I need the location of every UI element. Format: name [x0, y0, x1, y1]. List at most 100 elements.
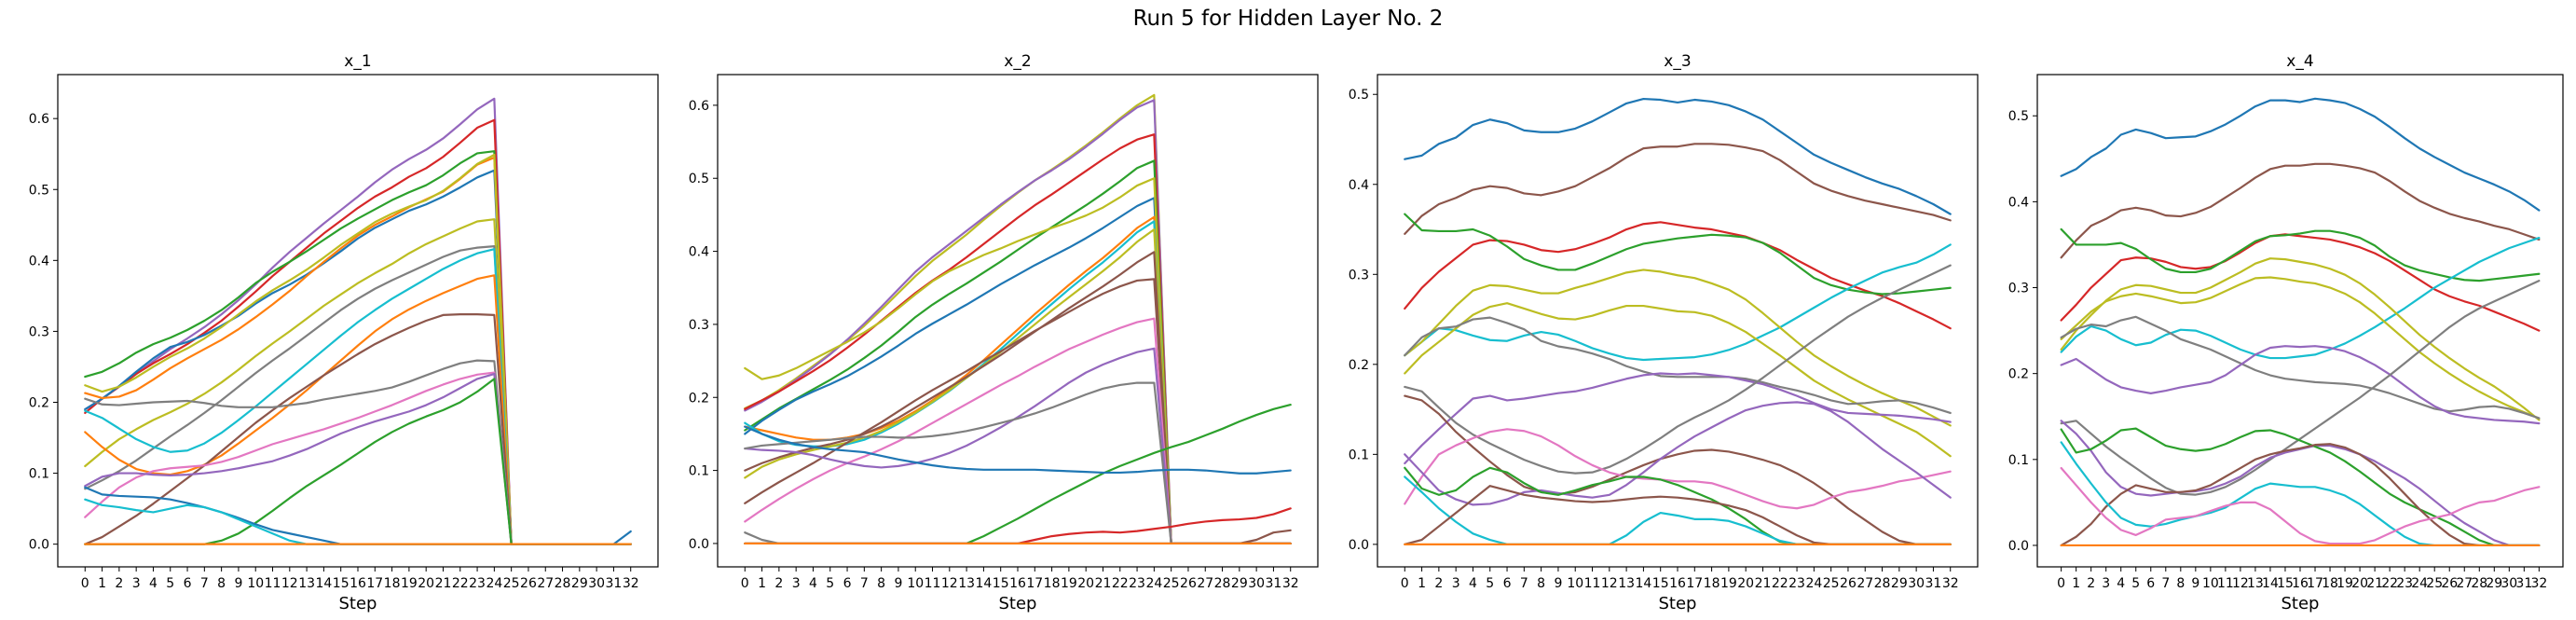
x-tick-label: 3: [2102, 576, 2110, 591]
series-line-4-7: [2060, 276, 2541, 420]
x-tick-label: 5: [2131, 576, 2140, 591]
x-tick-label: 13: [298, 576, 315, 591]
x-tick-label: 17: [366, 576, 383, 591]
subplot-title: x_2: [1004, 52, 1031, 71]
series-line-3-6: [1404, 269, 1952, 427]
x-tick-label: 29: [1231, 576, 1248, 591]
x-tick-label: 27: [1857, 576, 1873, 591]
x-tick-label: 32: [1942, 576, 1959, 591]
x-tick-label: 8: [217, 576, 226, 591]
series-line-4-10: [2060, 280, 2541, 496]
y-tick-label: 0.1: [29, 467, 49, 482]
x-tick-label: 28: [1214, 576, 1231, 591]
x-tick-label: 4: [2117, 576, 2125, 591]
x-tick-label: 18: [1704, 576, 1720, 591]
subplots: 0 1 2 3 4 5 6 7 8 9 10 11 12 13 14 15 16 17 18 19 20 21 22 23 24…: [29, 52, 2564, 613]
x-tick-label: 18: [2322, 576, 2338, 591]
x-tick-label: 28: [555, 576, 571, 591]
x-tick-label: 22: [1112, 576, 1129, 591]
x-tick-label: 1: [758, 576, 766, 591]
x-tick-label: 8: [2176, 576, 2185, 591]
x-tick-label: 20: [1077, 576, 1094, 591]
x-tick-label: 9: [2191, 576, 2199, 591]
x-tick-label: 25: [2426, 576, 2443, 591]
y-tick-label: 0.5: [2008, 109, 2029, 124]
x-tick-label: 19: [401, 576, 418, 591]
y-tick-label: 0.0: [1349, 538, 1369, 553]
x-tick-label: 11: [265, 576, 281, 591]
subplot-title: x_1: [344, 52, 371, 71]
x-tick-label: 2: [774, 576, 783, 591]
x-tick-label: 26: [2441, 576, 2458, 591]
series-line-4-4: [2060, 227, 2541, 282]
series-line-3-9: [1404, 372, 1952, 465]
x-tick-label: 10: [2202, 576, 2219, 591]
x-tick-label: 26: [520, 576, 537, 591]
series-line-3-12: [1404, 428, 1952, 510]
series-line-3-8: [1404, 316, 1952, 415]
subplot-2: 0 1 2 3 4 5 6 7 8 9 10 11 12 13 14 15 16 17 18 19 20 21 22 23 24…: [689, 52, 1319, 613]
y-tick-label: 0.2: [29, 395, 49, 410]
x-tick-label: 20: [2351, 576, 2368, 591]
subplot-4: 0 1 2 3 4 5 6 7 8 9 101112131415161718192021222324…: [2008, 52, 2564, 613]
x-tick-label: 15: [993, 576, 1009, 591]
x-tick-label: 19: [2336, 576, 2353, 591]
x-tick-label: 11: [1584, 576, 1601, 591]
x-tick-label: 15: [333, 576, 349, 591]
x-tick-label: 32: [2530, 576, 2547, 591]
y-tick-label: 0.3: [1349, 268, 1369, 282]
x-tick-label: 11: [2217, 576, 2234, 591]
y-tick-label: 0.4: [29, 254, 49, 269]
x-tick-label: 15: [1652, 576, 1669, 591]
x-tick-label: 7: [860, 576, 869, 591]
y-tick-label: 0.2: [2008, 367, 2029, 382]
x-tick-label: 14: [315, 576, 332, 591]
x-tick-label: 13: [1618, 576, 1635, 591]
x-tick-label: 0: [1401, 576, 1409, 591]
series-line-4-8: [2060, 315, 2541, 420]
y-tick-label: 0.6: [29, 112, 49, 127]
x-tick-label: 31: [606, 576, 623, 591]
x-tick-label: 16: [1009, 576, 1026, 591]
series-line-3-13: [1404, 401, 1952, 506]
x-tick-label: 28: [2471, 576, 2487, 591]
x-tick-label: 19: [1061, 576, 1077, 591]
x-tick-label: 25: [1823, 576, 1840, 591]
subplot-3: 0 1 2 3 4 5 6 7 8 9 10 11 12 13 14 15 16 17 18 19 20 21 22 23 24…: [1349, 52, 1979, 613]
x-tick-label: 15: [2277, 576, 2294, 591]
x-tick-label: 24: [2411, 576, 2428, 591]
x-tick-label: 13: [958, 576, 975, 591]
x-tick-label: 5: [826, 576, 834, 591]
x-tick-label: 31: [1925, 576, 1942, 591]
x-tick-label: 22: [452, 576, 469, 591]
y-tick-label: 0.3: [29, 324, 49, 339]
x-tick-label: 14: [2262, 576, 2279, 591]
y-tick-label: 0.4: [1349, 178, 1369, 193]
x-tick-label: 17: [1686, 576, 1703, 591]
x-tick-label: 32: [623, 576, 639, 591]
x-tick-label: 9: [1554, 576, 1562, 591]
x-tick-label: 5: [1486, 576, 1494, 591]
x-tick-label: 6: [843, 576, 852, 591]
x-tick-label: 23: [469, 576, 486, 591]
y-tick-label: 0.4: [689, 245, 709, 260]
x-tick-label: 11: [925, 576, 941, 591]
y-tick-label: 0.0: [689, 537, 709, 552]
y-tick-label: 0.1: [689, 464, 709, 479]
y-tick-label: 0.6: [689, 99, 709, 114]
x-tick-label: 14: [975, 576, 992, 591]
x-tick-label: 21: [435, 576, 452, 591]
series-line-3-11: [1404, 394, 1952, 545]
subplot-title: x_3: [1664, 52, 1691, 71]
x-tick-label: 31: [1266, 576, 1282, 591]
series-line-3-4: [1404, 213, 1952, 296]
x-tick-label: 6: [184, 576, 192, 591]
x-tick-label: 8: [877, 576, 885, 591]
x-tick-label: 4: [1469, 576, 1477, 591]
series-line-3-10: [1404, 264, 1952, 475]
x-tick-label: 9: [894, 576, 902, 591]
y-tick-label: 0.3: [2008, 282, 2029, 296]
x-tick-label: 23: [1788, 576, 1805, 591]
x-tick-label: 24: [486, 576, 502, 591]
